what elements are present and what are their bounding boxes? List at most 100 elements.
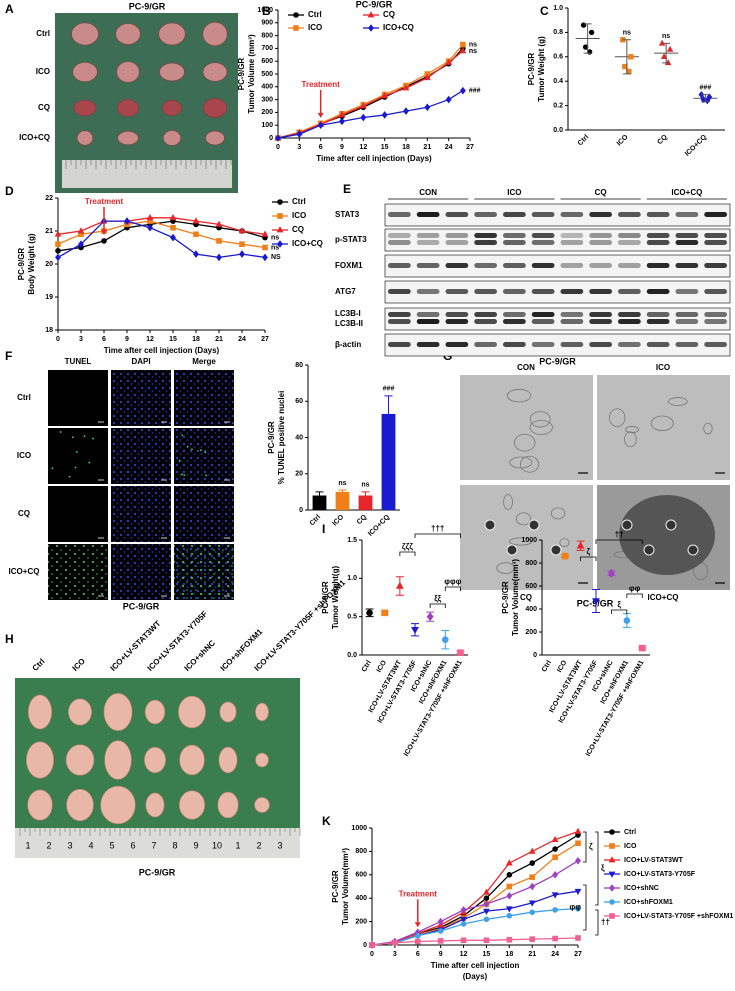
blot-band [704, 312, 727, 317]
error-bar [426, 611, 435, 622]
y-tick-label: 800 [261, 32, 273, 39]
blot-band [704, 233, 727, 238]
error-bar [583, 23, 592, 54]
vacuole [643, 544, 655, 556]
organelle [529, 411, 551, 428]
blot-band [531, 342, 555, 347]
blot-band [646, 233, 670, 238]
group-label: Ctrl [31, 657, 47, 673]
y-tick-label: 21 [45, 228, 53, 235]
data-point [574, 827, 582, 834]
y-tick-label: 0 [269, 135, 273, 142]
panel-letter: K [322, 814, 331, 828]
x-tick-label: 9 [340, 144, 344, 151]
group-label: CON [419, 188, 437, 197]
significance-label: ns [361, 482, 369, 489]
x-tick-label: 12 [460, 951, 468, 958]
legend-label: ICO+LV-STAT3-Y705F [624, 871, 696, 878]
x-tick-label: 0 [276, 144, 280, 151]
tunel-dot [181, 434, 184, 437]
data-point [506, 883, 513, 890]
blot-strip [384, 203, 731, 227]
y-tick-label: 1.0 [347, 575, 357, 582]
ruler-number: 1 [25, 840, 30, 850]
tumor [202, 21, 228, 47]
tumor [144, 699, 166, 725]
data-point [506, 892, 513, 900]
x-axis-label: Time after cell injection (Days) [104, 346, 220, 355]
blot-band [560, 289, 584, 294]
series-line [57, 220, 266, 252]
organelle [520, 455, 539, 473]
blot-band [531, 263, 555, 268]
error-bar [338, 489, 347, 495]
blot-band [675, 263, 699, 268]
organelle [609, 408, 626, 428]
y-axis-label: Tumor Volume(mm³) [511, 559, 520, 636]
data-point [381, 91, 389, 99]
blot-band [675, 319, 699, 324]
y-tick-label: 19 [45, 294, 53, 301]
y-tick-label: 0.6 [553, 54, 563, 61]
legend-label: ICO+LV-STAT3WT [624, 857, 684, 864]
blot-band [675, 289, 699, 294]
blot-band [503, 312, 526, 317]
row-label: Ctrl [17, 393, 31, 402]
blot-band [474, 312, 497, 317]
blot-band [531, 233, 555, 238]
x-tick-label: 12 [359, 144, 367, 151]
x-tick-label: 3 [79, 336, 83, 343]
error-bar [576, 540, 585, 551]
tumor [27, 789, 53, 821]
blot-band [531, 312, 555, 317]
ruler-number: 3 [67, 840, 72, 850]
image-label: CON [517, 363, 535, 372]
y-tick-label: 600 [355, 872, 367, 879]
legend-label: ICO+CQ [383, 23, 414, 32]
x-tick-label: 27 [261, 336, 269, 343]
row-label: Ctrl [36, 29, 50, 38]
tumor [65, 744, 95, 776]
significance-bracket [580, 556, 597, 561]
significance-label: ns [338, 480, 346, 487]
blot-band [560, 342, 584, 347]
blot-band [704, 289, 727, 294]
significance-label: φφ [570, 903, 582, 912]
data-point [506, 936, 513, 943]
organelle [550, 507, 566, 520]
x-tick-label: 9 [125, 336, 129, 343]
significance-bracket [626, 593, 643, 598]
panel-letter: D [5, 184, 14, 198]
series-line [57, 217, 266, 235]
data-point [424, 103, 431, 112]
tumor [162, 130, 182, 146]
blot-band [704, 240, 727, 245]
blot-band [416, 342, 440, 347]
data-point [414, 938, 421, 945]
tumor [71, 22, 99, 46]
data-point [193, 250, 199, 258]
blot-band [416, 233, 440, 238]
tumor [26, 741, 54, 779]
blot-band [618, 240, 641, 245]
significance-bracket [583, 831, 587, 863]
tumor [68, 698, 92, 726]
y-axis-label: PC-9/GR [321, 581, 330, 614]
blot-band [560, 233, 584, 238]
y-tick-label: 1.0 [553, 5, 563, 12]
legend-label: CQ [292, 225, 304, 234]
x-tick-label: 3 [393, 951, 397, 958]
blot-band [474, 240, 497, 245]
series-line [371, 937, 579, 946]
x-tick-label: CQ [356, 513, 369, 526]
dapi-stain [111, 486, 171, 542]
blot-band [560, 212, 584, 217]
autolysosome [619, 495, 715, 575]
tumor [179, 744, 205, 776]
blot-band [416, 319, 440, 324]
image-label: ICO+CQ [648, 593, 679, 602]
blot-band [675, 312, 699, 317]
series-line [371, 890, 579, 946]
x-tick-label: 15 [381, 144, 389, 151]
data-point [262, 244, 268, 251]
